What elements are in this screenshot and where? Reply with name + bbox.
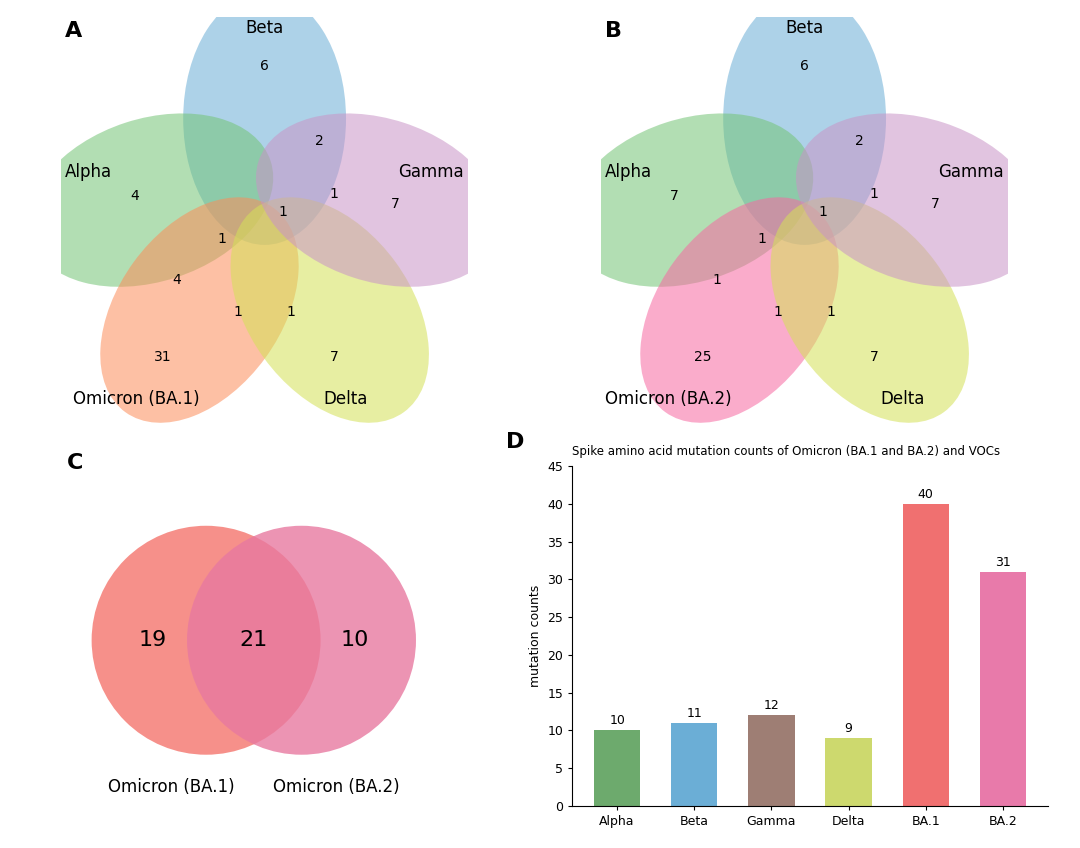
Text: 7: 7: [391, 198, 400, 211]
Text: 1: 1: [773, 305, 783, 319]
Text: 10: 10: [340, 630, 369, 650]
Ellipse shape: [640, 198, 839, 423]
Y-axis label: mutation counts: mutation counts: [529, 585, 542, 687]
Text: Delta: Delta: [324, 390, 368, 408]
Text: B: B: [605, 21, 622, 41]
Ellipse shape: [28, 114, 273, 287]
Text: 4: 4: [173, 272, 181, 287]
Text: Gamma: Gamma: [939, 163, 1004, 181]
Text: 19: 19: [138, 630, 166, 650]
Ellipse shape: [770, 198, 969, 423]
Text: 1: 1: [286, 305, 296, 319]
Text: 9: 9: [845, 722, 852, 734]
Text: Spike amino acid mutation counts of Omicron (BA.1 and BA.2) and VOCs: Spike amino acid mutation counts of Omic…: [572, 445, 1000, 458]
Text: 1: 1: [869, 187, 878, 201]
Bar: [903, 504, 949, 806]
Text: Alpha: Alpha: [605, 163, 652, 181]
Bar: [748, 715, 795, 806]
Text: 1: 1: [757, 232, 767, 246]
Circle shape: [92, 526, 321, 755]
Text: Omicron (BA.1): Omicron (BA.1): [73, 390, 200, 408]
Text: 7: 7: [329, 350, 338, 364]
Text: 1: 1: [279, 205, 287, 220]
Text: 6: 6: [800, 59, 809, 73]
Ellipse shape: [724, 0, 886, 245]
Text: 10: 10: [609, 714, 625, 728]
Text: Omicron (BA.2): Omicron (BA.2): [605, 390, 732, 408]
Text: Omicron (BA.2): Omicron (BA.2): [272, 778, 400, 796]
Text: 1: 1: [217, 232, 227, 246]
Text: 1: 1: [713, 272, 721, 287]
Text: Gamma: Gamma: [399, 163, 464, 181]
Text: 31: 31: [154, 350, 172, 364]
Text: 40: 40: [918, 488, 933, 501]
Text: 4: 4: [130, 189, 138, 203]
Text: 11: 11: [687, 706, 702, 720]
Ellipse shape: [568, 114, 813, 287]
Text: Omicron (BA.1): Omicron (BA.1): [108, 778, 235, 796]
Text: 31: 31: [995, 556, 1011, 569]
Ellipse shape: [796, 114, 1041, 287]
Text: 12: 12: [764, 699, 780, 712]
Circle shape: [187, 526, 416, 755]
Text: C: C: [67, 453, 83, 473]
Text: 7: 7: [670, 189, 678, 203]
Text: Alpha: Alpha: [65, 163, 112, 181]
Text: D: D: [505, 432, 524, 453]
Bar: [671, 722, 717, 806]
Text: 1: 1: [233, 305, 243, 319]
Text: 7: 7: [869, 350, 878, 364]
Text: 2: 2: [855, 134, 864, 148]
Text: Beta: Beta: [245, 19, 284, 37]
Bar: [594, 730, 640, 806]
Text: 1: 1: [819, 205, 827, 220]
Ellipse shape: [100, 198, 299, 423]
Bar: [825, 738, 872, 806]
Text: 1: 1: [329, 187, 338, 201]
Bar: [980, 572, 1026, 806]
Text: 25: 25: [694, 350, 712, 364]
Text: 21: 21: [240, 630, 268, 650]
Text: 6: 6: [260, 59, 269, 73]
Text: Beta: Beta: [785, 19, 824, 37]
Text: 7: 7: [931, 198, 940, 211]
Text: Delta: Delta: [880, 390, 924, 408]
Text: 2: 2: [315, 134, 324, 148]
Text: 1: 1: [826, 305, 836, 319]
Ellipse shape: [230, 198, 429, 423]
Ellipse shape: [256, 114, 501, 287]
Text: A: A: [65, 21, 82, 41]
Ellipse shape: [184, 0, 346, 245]
